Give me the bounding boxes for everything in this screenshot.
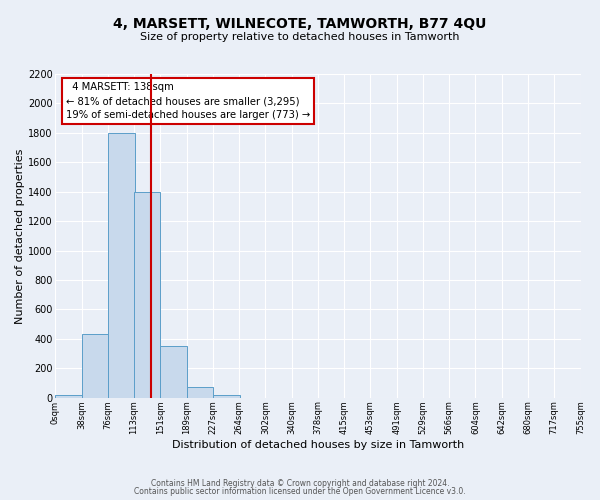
Text: 4 MARSETT: 138sqm
← 81% of detached houses are smaller (3,295)
19% of semi-detac: 4 MARSETT: 138sqm ← 81% of detached hous… bbox=[66, 82, 310, 120]
Text: Contains HM Land Registry data © Crown copyright and database right 2024.: Contains HM Land Registry data © Crown c… bbox=[151, 478, 449, 488]
Bar bbox=[134, 192, 160, 398]
Bar bbox=[213, 394, 239, 398]
X-axis label: Distribution of detached houses by size in Tamworth: Distribution of detached houses by size … bbox=[172, 440, 464, 450]
Bar bbox=[108, 133, 134, 398]
Bar bbox=[187, 386, 213, 398]
Y-axis label: Number of detached properties: Number of detached properties bbox=[15, 148, 25, 324]
Text: Size of property relative to detached houses in Tamworth: Size of property relative to detached ho… bbox=[140, 32, 460, 42]
Text: Contains public sector information licensed under the Open Government Licence v3: Contains public sector information licen… bbox=[134, 487, 466, 496]
Bar bbox=[82, 334, 108, 398]
Text: 4, MARSETT, WILNECOTE, TAMWORTH, B77 4QU: 4, MARSETT, WILNECOTE, TAMWORTH, B77 4QU bbox=[113, 18, 487, 32]
Bar bbox=[55, 394, 82, 398]
Bar bbox=[160, 346, 187, 398]
